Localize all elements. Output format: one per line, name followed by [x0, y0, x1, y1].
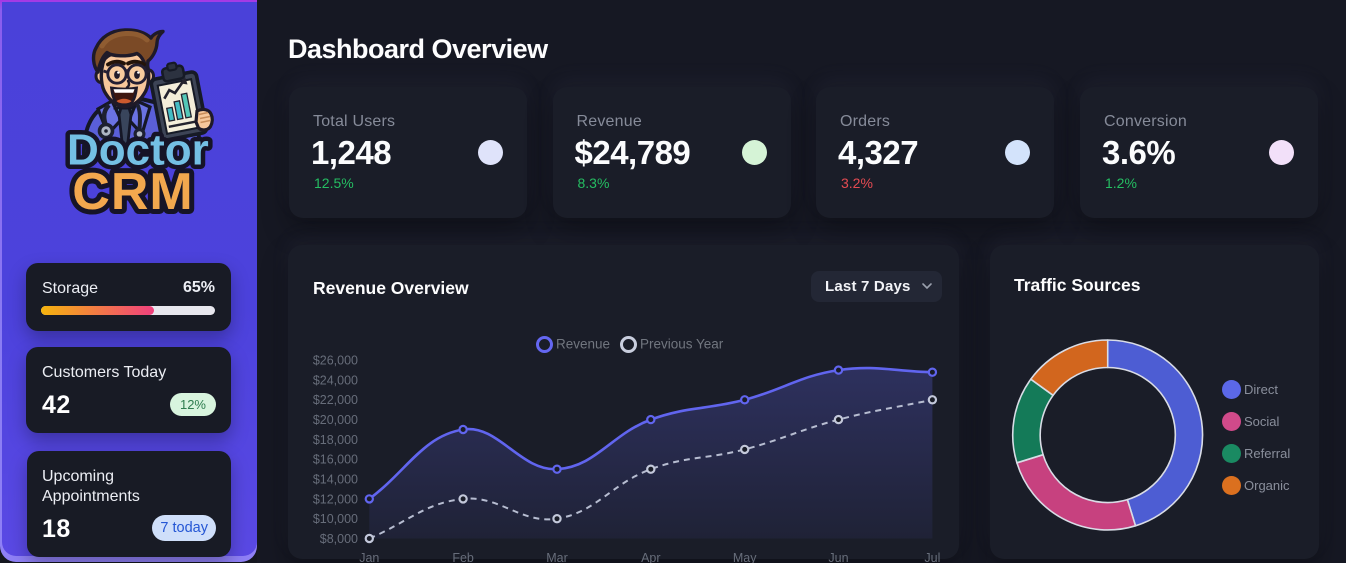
svg-text:$24,000: $24,000 — [313, 373, 358, 387]
svg-text:$26,000: $26,000 — [313, 354, 358, 368]
svg-text:Apr: Apr — [641, 551, 660, 563]
svg-text:Jun: Jun — [828, 551, 848, 563]
svg-text:Jul: Jul — [924, 551, 940, 563]
svg-text:$16,000: $16,000 — [313, 453, 358, 467]
svg-text:$10,000: $10,000 — [313, 512, 358, 526]
svg-text:$14,000: $14,000 — [313, 473, 358, 487]
svg-text:$12,000: $12,000 — [313, 492, 358, 506]
svg-text:CRM: CRM — [72, 163, 193, 221]
svg-text:Mar: Mar — [546, 551, 568, 563]
svg-text:May: May — [733, 551, 757, 563]
svg-text:Doctor: Doctor — [67, 126, 209, 175]
svg-text:Feb: Feb — [452, 551, 474, 563]
svg-text:$8,000: $8,000 — [320, 532, 358, 546]
svg-text:$22,000: $22,000 — [313, 393, 358, 407]
svg-text:$20,000: $20,000 — [313, 413, 358, 427]
svg-text:Jan: Jan — [359, 551, 379, 563]
svg-text:$18,000: $18,000 — [313, 433, 358, 447]
